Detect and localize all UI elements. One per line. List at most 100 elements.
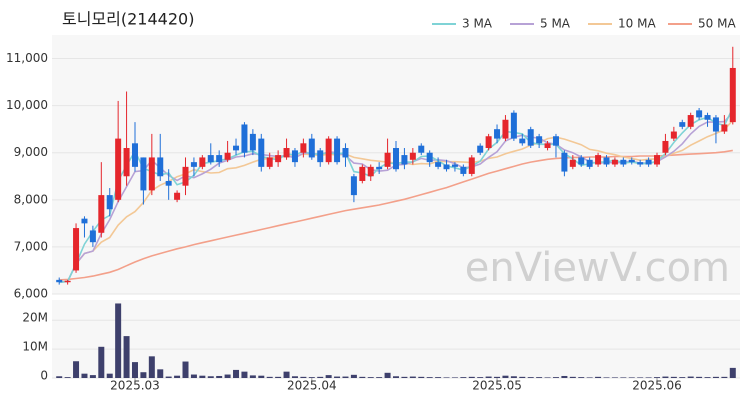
volume-bar [182,361,189,378]
candle-body [359,166,366,181]
candle-body [300,143,307,153]
candle-body [628,159,635,163]
candle-body [148,157,155,191]
volume-panel [52,300,740,378]
volume-bar [233,369,240,378]
candle-body [64,280,71,283]
volume-bar [460,377,467,378]
volume-bar [190,374,197,378]
candle-body [283,148,290,158]
candle-body [611,159,618,165]
candle-body [721,124,728,132]
y-tick-label: 8,000 [14,192,48,206]
x-tick-label: 2025.05 [472,379,522,393]
volume-bar [384,372,391,378]
legend-label: 5 MA [540,17,571,31]
volume-bar [174,375,181,378]
candle-body [578,157,585,165]
candle-body [140,157,147,191]
candle-body [190,162,197,167]
volume-bar [729,367,736,378]
volume-bar [561,375,568,378]
y-tick-label: 20M [22,311,48,325]
volume-bar [569,376,576,378]
y-tick-label: 10,000 [6,98,48,112]
volume-bar [494,376,501,378]
volume-bar [359,376,366,378]
candle-body [131,143,138,167]
candle-body [89,230,96,243]
volume-bar [502,375,509,378]
candle-body [729,67,736,123]
candle-body [670,131,677,139]
volume-bar [426,377,433,378]
y-tick-label: 9,000 [14,145,48,159]
volume-bar [536,377,543,378]
candle-body [536,136,543,144]
volume-bar [645,377,652,378]
volume-bar [266,376,273,378]
candle-body [325,138,332,163]
candle-body [367,166,374,177]
candle-body [115,138,122,200]
volume-bar [654,377,661,378]
volume-bar [300,376,307,378]
x-tick-label: 2025.04 [287,379,337,393]
volume-bar [56,376,63,378]
y-tick-label: 6,000 [14,287,48,301]
candle-body [393,148,399,170]
volume-bar [157,369,164,378]
y-tick-label: 11,000 [6,51,48,65]
candle-body [258,138,265,167]
volume-bar [216,375,223,378]
volume-bar [670,376,677,378]
candle-body [477,145,484,153]
candle-body [712,117,719,132]
candle-body [620,159,627,165]
candle-body [207,155,214,163]
volume-bar [477,377,484,378]
candle-body [376,166,383,170]
candle-body [460,166,467,174]
volume-bar [451,377,458,378]
candle-body [182,166,189,186]
volume-bar [578,377,585,378]
candle-body [654,155,661,165]
volume-bar [73,361,80,378]
candle-body [106,195,113,210]
candle-body [266,157,273,167]
volume-bar [586,377,593,378]
volume-bar [401,376,408,378]
volume-bar [342,376,349,378]
volume-bar [519,376,526,378]
candle-body [451,164,458,167]
candle-body [586,159,593,167]
volume-bar [443,377,450,378]
volume-bar [81,373,88,378]
volume-bar [325,375,332,378]
candle-body [401,155,408,165]
volume-bar [258,375,265,378]
volume-bar [334,376,341,378]
candle-body [249,133,256,151]
candle-body [426,152,433,163]
y-tick-label: 10M [22,340,48,354]
candle-body [502,119,509,139]
candle-body [443,164,450,170]
candle-body [291,150,298,163]
candle-body [704,115,711,120]
volume-bar [704,377,711,378]
candle-body [696,110,703,118]
volume-bar [603,377,610,378]
legend-label: 50 MA [698,17,736,31]
candle-body [595,155,602,165]
volume-bar [224,374,231,378]
candle-body [334,138,341,163]
candle-body [275,155,282,163]
volume-bar [409,376,416,378]
candle-body [317,150,324,163]
watermark: enViewV.com [465,245,730,291]
candle-body [519,138,526,144]
candle-body [165,180,172,186]
